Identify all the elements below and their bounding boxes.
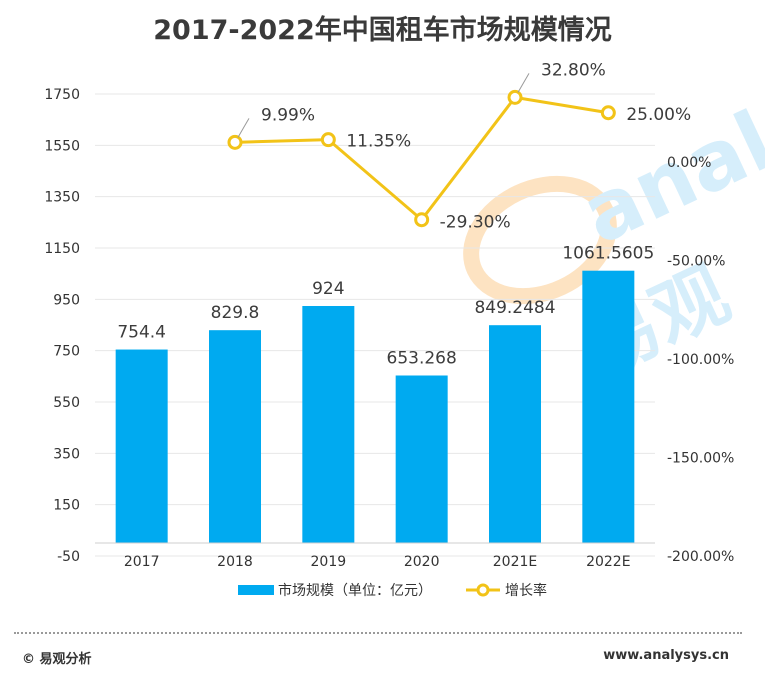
growth-point bbox=[414, 212, 430, 228]
bar bbox=[209, 330, 261, 543]
growth-data-label: 25.00% bbox=[626, 105, 691, 125]
left-tick-label: 150 bbox=[53, 498, 80, 514]
bar-data-label: 653.268 bbox=[387, 348, 457, 368]
bar-data-label: 924 bbox=[312, 279, 344, 299]
x-tick-label: 2017 bbox=[124, 554, 160, 570]
bar bbox=[115, 349, 168, 543]
right-tick-label: -100.00% bbox=[667, 352, 734, 368]
bar-series bbox=[115, 270, 635, 543]
leader-line bbox=[517, 73, 530, 93]
growth-point bbox=[600, 105, 616, 121]
bar-data-label: 849.2484 bbox=[474, 298, 555, 318]
footer-copyright: © 易观分析 bbox=[22, 652, 92, 667]
x-axis: 2017 2018 2019 2020 2021E 2022E bbox=[95, 542, 655, 570]
footer-website: www.analysys.cn bbox=[603, 648, 729, 663]
left-tick-label: 1350 bbox=[44, 190, 80, 206]
watermark-swoosh bbox=[463, 175, 617, 305]
x-tick-label: 2021E bbox=[493, 554, 537, 570]
right-tick-label: -50.00% bbox=[667, 254, 725, 270]
bar bbox=[395, 375, 448, 543]
legend-line-label: 增长率 bbox=[505, 582, 547, 599]
growth-point bbox=[507, 89, 523, 105]
chart-title: 2017-2022年中国租车市场规模情况 bbox=[153, 15, 612, 46]
bar-data-labels: 754.4 829.8 924 653.268 849.2484 1061.5605 bbox=[117, 244, 654, 369]
bar-data-label: 829.8 bbox=[211, 303, 260, 323]
legend-line-marker bbox=[476, 583, 490, 597]
left-tick-label: 1150 bbox=[44, 241, 80, 257]
left-tick-label: 1550 bbox=[44, 138, 80, 154]
bar bbox=[582, 270, 635, 543]
x-tick-label: 2020 bbox=[404, 554, 440, 570]
left-tick-label: 350 bbox=[53, 446, 80, 462]
left-axis: 1750 1550 1350 1150 950 750 550 350 150 -50 bbox=[44, 87, 655, 565]
bar bbox=[489, 325, 541, 543]
x-tick-label: 2018 bbox=[217, 554, 253, 570]
growth-data-label: -29.30% bbox=[440, 213, 511, 233]
right-tick-label: -150.00% bbox=[667, 451, 734, 467]
legend-bar-label: 市场规模（单位：亿元） bbox=[278, 582, 432, 599]
bar bbox=[302, 306, 355, 543]
footer-divider bbox=[14, 632, 742, 634]
right-axis: 0.00% -50.00% -100.00% -150.00% -200.00% bbox=[667, 155, 734, 565]
left-tick-label: 1750 bbox=[44, 87, 80, 103]
bar-data-label: 754.4 bbox=[117, 323, 166, 343]
right-tick-label: 0.00% bbox=[667, 155, 711, 171]
leader-line bbox=[237, 118, 250, 138]
left-tick-label: 950 bbox=[53, 292, 80, 308]
bar-data-label: 1061.5605 bbox=[562, 244, 654, 264]
left-tick-label: -50 bbox=[57, 549, 80, 565]
left-tick-label: 750 bbox=[53, 344, 80, 360]
x-tick-label: 2022E bbox=[586, 554, 630, 570]
growth-point bbox=[227, 134, 243, 150]
right-tick-label: -200.00% bbox=[667, 549, 734, 565]
growth-data-label: 32.80% bbox=[541, 60, 606, 80]
legend-bar-swatch bbox=[238, 585, 274, 595]
left-tick-label: 550 bbox=[53, 395, 80, 411]
legend: 市场规模（单位：亿元） 增长率 bbox=[238, 582, 547, 599]
growth-line-series: 9.99% 11.35% -29.30% 32.80% 25.00% bbox=[227, 60, 691, 233]
growth-data-label: 11.35% bbox=[346, 132, 411, 152]
x-tick-label: 2019 bbox=[311, 554, 347, 570]
growth-data-label: 9.99% bbox=[261, 105, 315, 125]
growth-point bbox=[320, 132, 336, 148]
